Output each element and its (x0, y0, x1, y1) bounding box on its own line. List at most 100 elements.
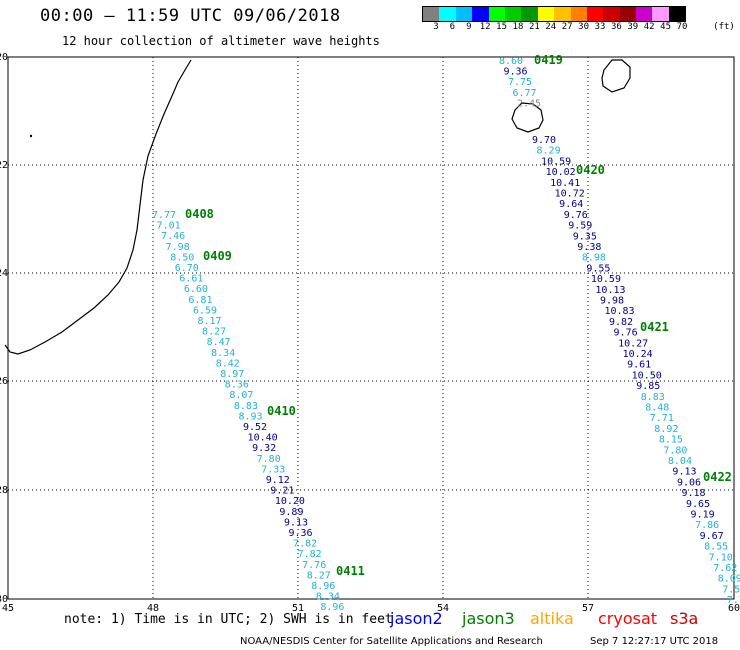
colorbar-swatch (472, 7, 489, 21)
wave-height-value: 8.98 (582, 253, 606, 264)
wave-height-value: 2.45 (517, 98, 541, 109)
wave-height-value: 9.36 (504, 67, 528, 78)
wave-height-value: 7.80 (663, 445, 687, 456)
wave-height-value: 8.42 (216, 358, 240, 369)
colorbar-label: 3 (433, 22, 439, 32)
pass-id-label: 0420 (576, 163, 605, 177)
wave-height-value: 8.93 (238, 411, 262, 422)
wave-height-value: 8.17 (198, 316, 222, 327)
colorbar-unit: (ft) (713, 22, 735, 32)
wave-height-value: 10.20 (275, 496, 305, 507)
wave-height-value: 10.50 (632, 370, 662, 381)
wave-height-value: 8.34 (316, 592, 340, 603)
colorbar-label: 36 (610, 22, 622, 32)
wave-height-value: 8.15 (659, 435, 683, 446)
lon-label: 48 (147, 603, 159, 614)
wave-height-value: 6.77 (513, 88, 537, 99)
wave-height-value: 10.59 (591, 274, 621, 285)
wave-height-value: 8.55 (704, 542, 728, 553)
colorbar-label: 24 (545, 22, 557, 32)
wave-height-value: 7.82 (293, 539, 317, 550)
colorbar-swatch (619, 7, 637, 21)
wave-height-value: 8.92 (654, 424, 678, 435)
wave-height-value: 9.36 (289, 528, 313, 539)
wave-height-value: 9.38 (577, 242, 601, 253)
pass-id-labels: 0408 0409 0410 0411 0419 0420 0421 0422 (185, 53, 732, 578)
colorbar-label: 42 (643, 22, 655, 32)
wave-height-value: 7.71 (650, 413, 674, 424)
colorbar-swatch (570, 7, 587, 21)
lon-label: 54 (437, 603, 449, 614)
wave-height-value: 6.59 (193, 305, 217, 316)
map-border (7, 56, 735, 600)
colorbar-swatch (504, 7, 522, 21)
wave-height-value: 8.27 (307, 570, 331, 581)
wave-height-value: 6.81 (188, 295, 212, 306)
wave-height-value: 8.50 (170, 252, 194, 263)
wave-height-value: 9.76 (564, 210, 588, 221)
wave-height-value: 6.61 (179, 274, 203, 285)
wave-height-value: 9.65 (686, 499, 710, 510)
wave-height-value: 9.85 (636, 381, 660, 392)
reunion-island (511, 102, 544, 133)
colorbar-label: 18 (512, 22, 524, 32)
wave-height-value: 9.13 (672, 467, 696, 478)
colorbar-swatch (636, 7, 653, 21)
colorbar-swatch (554, 7, 571, 21)
wave-height-value: 9.98 (600, 296, 624, 307)
wave-height-value: 9.06 (677, 477, 701, 488)
wave-height-value: 10.83 (604, 306, 634, 317)
wave-height-value: 8.29 (537, 146, 561, 157)
wave-height-value: 8.96 (311, 581, 335, 592)
wave-height-value: 8.09 (718, 574, 740, 585)
satellite-cryosat: cryosat (598, 609, 658, 628)
wave-height-value: 8.04 (668, 456, 692, 467)
wave-height-value: 7.74 (727, 595, 740, 606)
wave-height-value: 9.35 (573, 231, 597, 242)
wave-height-value: 10.40 (248, 433, 278, 444)
small-island (29, 134, 33, 138)
wave-height-value: 8.97 (220, 369, 244, 380)
colorbar-label: 27 (561, 22, 573, 32)
wave-height-value: 6.60 (184, 284, 208, 295)
wave-height-value: 9.67 (700, 531, 724, 542)
pass-id-label: 0421 (640, 320, 669, 334)
colorbar-label: 21 (528, 22, 540, 32)
axis-labels: 45 48 51 54 57 60 -20 -22 -24 -26 -28 -30 (0, 52, 740, 614)
wave-height-value: 10.02 (546, 167, 576, 178)
wave-height-value: 9.52 (243, 422, 267, 433)
lat-label: -24 (0, 268, 8, 279)
colorbar-swatch (439, 7, 456, 21)
wave-height-value: 7.62 (713, 563, 737, 574)
lat-label: -22 (0, 160, 8, 171)
wave-height-value: 9.12 (266, 475, 290, 486)
wave-height-value: 10.41 (550, 178, 580, 189)
lon-label: 51 (292, 603, 304, 614)
pass-id-label: 0409 (203, 249, 232, 263)
wave-height-value: 7.86 (695, 520, 719, 531)
colorbar-swatch (603, 7, 620, 21)
map-frame (7, 56, 735, 600)
wave-height-value: 8.27 (202, 327, 226, 338)
wave-height-value: 10.24 (623, 349, 653, 360)
colorbar-swatch (423, 7, 440, 21)
colorbar-label: 12 (479, 22, 491, 32)
wave-height-value: 9.64 (559, 199, 583, 210)
pass-id-label: 0411 (336, 564, 365, 578)
wave-height-value: 7.10 (709, 552, 733, 563)
lon-label: 60 (728, 603, 740, 614)
wave-height-value: 9.59 (568, 221, 592, 232)
colorbar-swatch (586, 7, 604, 21)
wave-height-value: 7.46 (161, 231, 185, 242)
wave-height-value: 8.83 (234, 401, 258, 412)
wave-height-value: 7.54 (722, 584, 740, 595)
colorbar-swatch (488, 7, 505, 21)
wave-height-value: 8.36 (225, 380, 249, 391)
satellite-altika: altika (530, 609, 574, 628)
wave-height-value: 10.27 (618, 338, 648, 349)
wave-height-value: 7.33 (261, 464, 285, 475)
wave-height-value: 7.98 (166, 242, 190, 253)
note-text: note: 1) Time is in UTC; 2) SWH is in fe… (64, 612, 393, 627)
wave-height-value: 10.72 (555, 189, 585, 200)
